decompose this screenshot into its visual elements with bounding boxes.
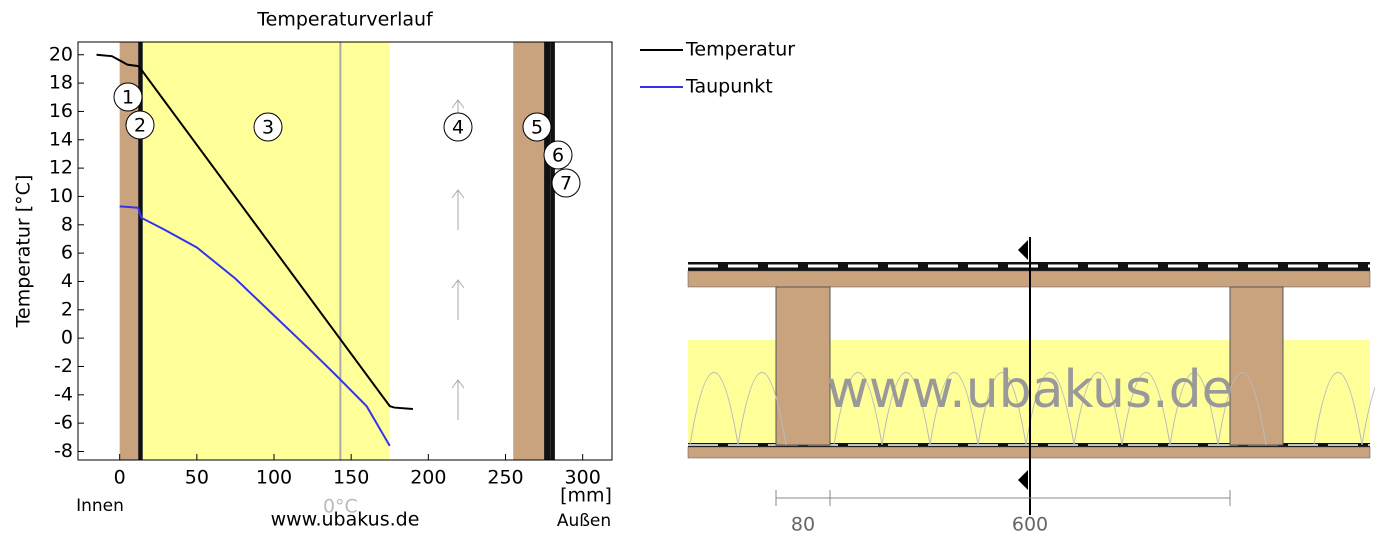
layer [544, 42, 551, 460]
y-tick-label: -6 [54, 412, 73, 434]
y-axis-label: Temperatur [°C] [13, 175, 35, 329]
x-tick-label: 100 [256, 467, 292, 489]
layer [138, 42, 143, 460]
x-axis-label: [mm] [560, 485, 612, 507]
cut-arrow [1018, 470, 1028, 490]
layer-label: 5 [531, 117, 543, 139]
layer [389, 42, 514, 460]
insulation-loop [881, 372, 931, 446]
y-tick-label: 18 [49, 72, 73, 94]
insulation-loop [737, 372, 787, 446]
y-tick-label: 14 [49, 128, 73, 150]
insulation-loop [1073, 372, 1123, 446]
layer-label: 2 [134, 115, 146, 137]
x-tick-label: 50 [185, 467, 209, 489]
layer-marker [443, 112, 473, 142]
air-arrow-head [451, 379, 465, 389]
insulation-loop [1025, 372, 1075, 446]
legend-label: Temperatur [685, 39, 795, 61]
insulation-loop [977, 372, 1027, 446]
section-drawing: www.ubakus.de 80 600 [687, 237, 1375, 533]
cut-arrow [1018, 240, 1028, 260]
layer-label: 3 [262, 117, 274, 139]
layer-marker [543, 140, 573, 170]
zero-label: 0°C [323, 496, 358, 518]
layer-label: 4 [452, 117, 464, 139]
insulation-loop [833, 372, 883, 446]
layer-marker [113, 82, 143, 112]
outside-label: Außen [557, 511, 611, 531]
y-tick-label: 2 [61, 298, 73, 320]
layer-marker [125, 110, 155, 140]
y-tick-label: 16 [49, 100, 73, 122]
series-line [119, 205, 391, 447]
y-tick-label: 0 [61, 327, 73, 349]
x-tick-label: 200 [410, 467, 446, 489]
layer-marker [551, 168, 581, 198]
insulation-loop [1361, 386, 1375, 446]
layer-marker [522, 112, 552, 142]
footer: www.ubakus.de [271, 509, 420, 531]
x-tick-label: 300 [565, 467, 601, 489]
air-arrow-head [451, 99, 465, 109]
stud [1229, 286, 1284, 446]
x-tick-label: 150 [333, 467, 369, 489]
y-tick-label: 10 [49, 185, 73, 207]
insulation-loop [1217, 372, 1267, 446]
y-tick-label: 8 [61, 213, 73, 235]
legend-label: Taupunkt [685, 76, 773, 98]
air-arrow-head [451, 189, 465, 199]
insulation-loop [1313, 372, 1363, 446]
y-tick-label: 6 [61, 242, 73, 264]
air-arrow-head [451, 279, 465, 289]
series-line [96, 53, 413, 410]
insulation-loop [1121, 372, 1171, 446]
plot-frame [77, 41, 613, 461]
x-tick-label: 0 [114, 467, 126, 489]
y-tick-label: 12 [49, 157, 73, 179]
insulation-pattern [689, 372, 1375, 446]
y-tick-label: -8 [54, 440, 73, 462]
dimension-label: 600 [1012, 514, 1048, 533]
y-tick-label: -4 [54, 383, 73, 405]
insulation-loop [689, 372, 739, 446]
layer-label: 6 [552, 145, 564, 167]
insulation-loop [929, 372, 979, 446]
layer-label: 7 [560, 173, 572, 195]
x-tick-label: 250 [487, 467, 523, 489]
insulation-loop [1169, 372, 1219, 446]
dimension-label: 80 [791, 514, 815, 533]
inside-label: Innen [76, 496, 124, 516]
y-tick-label: 4 [61, 270, 73, 292]
layer [119, 42, 139, 460]
layer [550, 42, 555, 460]
stud [775, 286, 831, 446]
y-tick-label: 20 [49, 43, 73, 65]
layer-label: 1 [122, 87, 134, 109]
layer-marker [253, 112, 283, 142]
layer [513, 42, 545, 460]
chart-title: Temperaturverlauf [256, 9, 434, 31]
y-tick-label: -2 [54, 355, 73, 377]
layer [142, 42, 390, 460]
